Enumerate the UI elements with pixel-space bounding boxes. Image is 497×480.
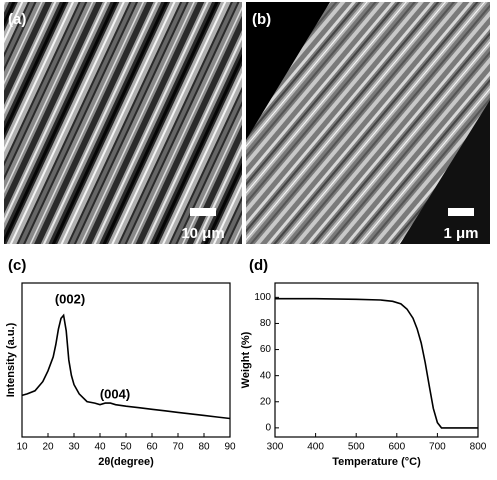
data-line <box>21 313 231 420</box>
scale-label: 10 μm <box>181 225 224 242</box>
y-tick-label: 100 <box>254 292 271 303</box>
panel-label: (d) <box>249 257 268 274</box>
y-tick-label: 0 <box>265 423 271 434</box>
data-line <box>275 297 478 429</box>
x-tick-label: 800 <box>470 442 487 453</box>
x-tick-label: 20 <box>42 442 54 453</box>
panel-label: (c) <box>8 257 26 274</box>
x-tick-label: 60 <box>146 442 158 453</box>
y-axis-label: Weight (%) <box>240 331 252 388</box>
y-tick-label: 20 <box>260 396 272 407</box>
x-tick-label: 600 <box>388 442 405 453</box>
y-axis-label: Intensity (a.u.) <box>5 322 17 397</box>
x-tick-label: 40 <box>94 442 106 453</box>
scale-bar <box>448 208 474 216</box>
plot-frame <box>21 282 231 438</box>
y-tick-label: 80 <box>260 318 272 329</box>
x-tick-label: 500 <box>348 442 365 453</box>
panel-label: (a) <box>8 11 26 28</box>
x-tick-label: 700 <box>429 442 446 453</box>
y-tick-label: 40 <box>260 370 272 381</box>
x-axis-label: Temperature (°C) <box>332 456 421 468</box>
panel-label: (b) <box>252 11 271 28</box>
scale-label: 1 μm <box>443 225 478 242</box>
x-tick-label: 30 <box>68 442 80 453</box>
background <box>246 2 330 140</box>
y-tick-label: 60 <box>260 344 272 355</box>
x-tick-label: 70 <box>172 442 184 453</box>
plot-frame <box>274 282 479 438</box>
x-tick-label: 300 <box>267 442 284 453</box>
x-tick-label: 80 <box>198 442 210 453</box>
x-tick-label: 400 <box>307 442 324 453</box>
annotation: (004) <box>100 386 130 401</box>
annotation: (002) <box>55 291 85 306</box>
scale-bar <box>190 208 216 216</box>
x-tick-label: 10 <box>16 442 28 453</box>
x-tick-label: 90 <box>224 442 236 453</box>
x-tick-label: 50 <box>120 442 132 453</box>
sem-image <box>4 2 242 244</box>
x-axis-label: 2θ(degree) <box>98 456 154 468</box>
